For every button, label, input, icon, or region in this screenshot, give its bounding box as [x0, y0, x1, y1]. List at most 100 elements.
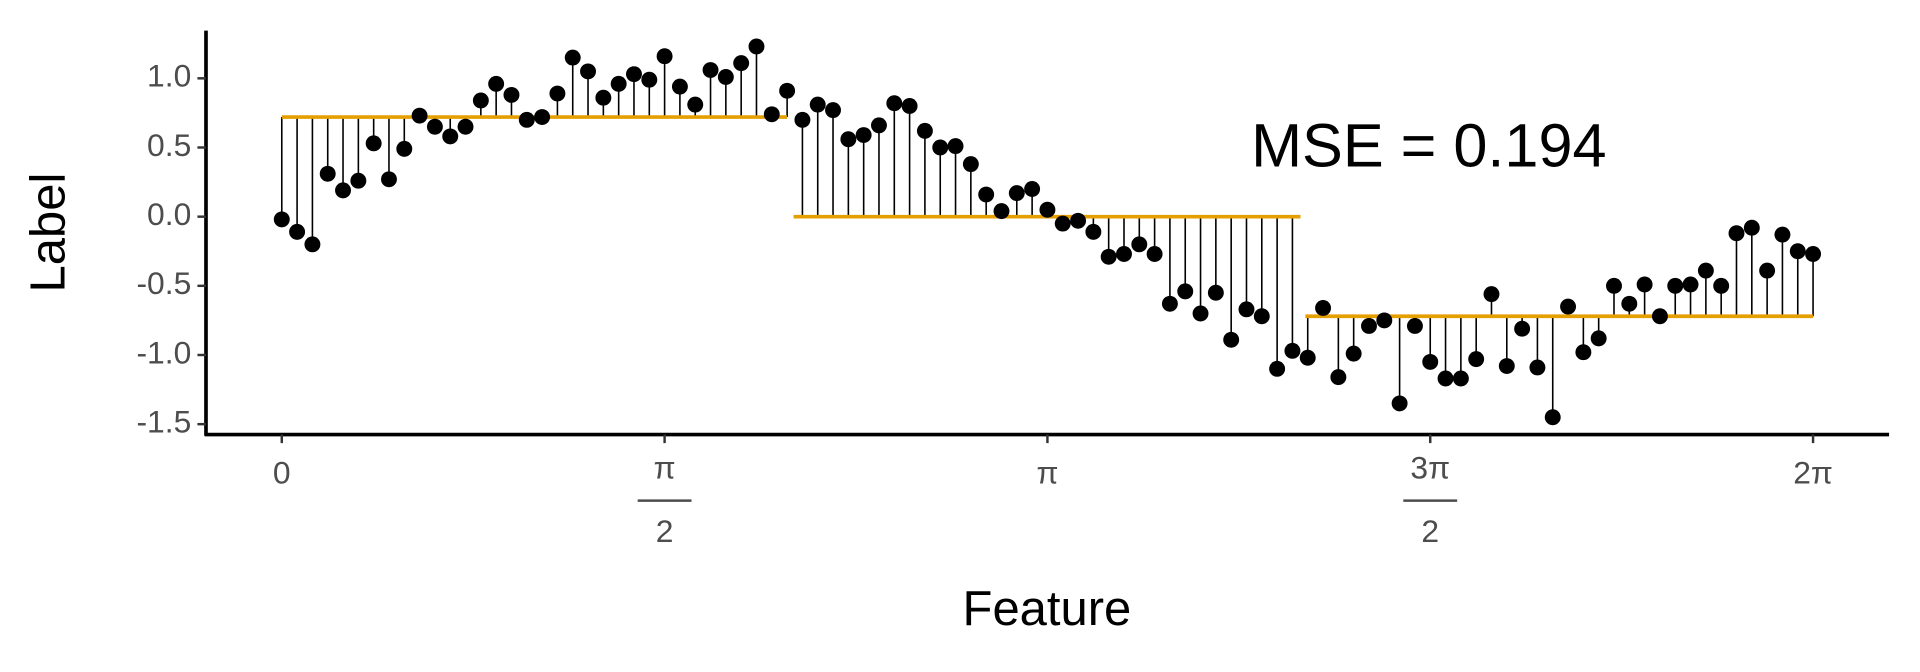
point	[962, 156, 979, 173]
point	[1544, 409, 1561, 426]
y-tick-label: -0.5	[136, 265, 191, 301]
point	[1774, 226, 1791, 243]
point	[809, 96, 826, 113]
point	[916, 122, 933, 139]
point	[1223, 331, 1240, 348]
point	[1697, 262, 1714, 279]
point	[641, 71, 658, 88]
point	[595, 89, 612, 106]
point	[1560, 298, 1577, 315]
point	[626, 66, 642, 83]
point	[411, 107, 428, 124]
point	[1253, 308, 1270, 325]
y-tick-label: 1.0	[147, 58, 191, 94]
point	[871, 117, 887, 134]
point	[365, 135, 382, 152]
point	[1682, 276, 1699, 293]
point	[1361, 317, 1377, 334]
point	[656, 48, 673, 65]
point	[855, 127, 872, 143]
point	[1131, 236, 1148, 253]
point	[549, 85, 566, 102]
point	[1805, 246, 1822, 262]
x-axis-title: Feature	[963, 582, 1132, 636]
point	[1177, 283, 1194, 300]
point	[1315, 300, 1332, 316]
x-tick-denominator: 2	[656, 513, 674, 549]
point	[978, 186, 995, 203]
x-tick-label: 3π	[1410, 449, 1450, 485]
point	[1422, 353, 1439, 370]
point	[1391, 395, 1408, 412]
y-tick-label: 0.0	[147, 196, 191, 232]
point	[886, 95, 903, 112]
point	[1529, 359, 1546, 376]
point	[1299, 349, 1316, 366]
point	[396, 140, 413, 157]
point	[1207, 284, 1224, 301]
y-axis-title: Label	[22, 173, 76, 293]
point	[901, 98, 918, 114]
point	[1345, 345, 1362, 362]
point	[779, 82, 796, 99]
point	[534, 109, 551, 126]
point	[564, 49, 581, 66]
point	[947, 138, 964, 155]
point	[381, 171, 397, 188]
point	[794, 111, 811, 128]
point	[1575, 344, 1592, 361]
x-tick-label: π	[1036, 454, 1058, 490]
point	[1483, 286, 1500, 303]
point	[1606, 277, 1622, 294]
point	[1514, 320, 1531, 337]
point	[1728, 225, 1745, 242]
point	[503, 86, 520, 103]
point	[993, 203, 1010, 220]
point	[1621, 295, 1638, 312]
point	[1376, 312, 1393, 329]
point	[1146, 246, 1163, 262]
point	[335, 182, 351, 199]
point	[273, 211, 290, 228]
point	[426, 118, 443, 135]
point	[1651, 308, 1668, 325]
point	[1024, 181, 1041, 197]
point	[350, 172, 367, 189]
point	[1116, 246, 1132, 262]
point	[1070, 212, 1087, 229]
point	[1713, 277, 1730, 294]
point	[1330, 369, 1347, 386]
point	[1667, 277, 1684, 294]
point	[472, 92, 489, 109]
point	[1452, 370, 1469, 387]
point	[1406, 317, 1423, 334]
y-tick-label: 0.5	[147, 127, 191, 163]
point	[442, 128, 459, 145]
point	[825, 102, 841, 119]
point	[1238, 301, 1255, 318]
point	[671, 78, 688, 95]
point	[733, 55, 750, 72]
point	[319, 165, 336, 182]
point	[580, 63, 596, 80]
point	[1192, 305, 1209, 322]
y-tick-label: -1.0	[136, 334, 191, 370]
y-tick-label: -1.5	[136, 404, 191, 440]
point	[1054, 215, 1071, 232]
x-tick-denominator: 2	[1421, 513, 1439, 549]
point	[702, 62, 719, 78]
point	[687, 96, 704, 113]
point	[1759, 262, 1776, 279]
point	[1039, 201, 1056, 218]
x-tick-label: π	[654, 449, 676, 485]
point	[488, 75, 505, 92]
point	[717, 68, 734, 85]
point	[1498, 358, 1515, 375]
point	[610, 75, 627, 92]
annotation: MSE = 0.194	[1251, 112, 1606, 180]
point	[518, 111, 535, 128]
point	[1636, 276, 1653, 293]
point	[304, 236, 321, 253]
point	[1085, 223, 1102, 240]
